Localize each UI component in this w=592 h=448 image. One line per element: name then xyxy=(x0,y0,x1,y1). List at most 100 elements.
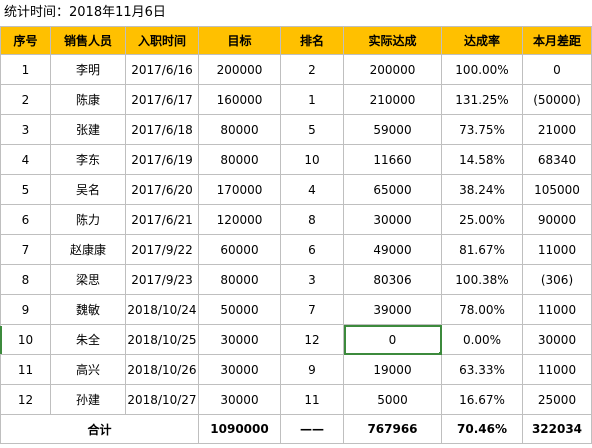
cell-target[interactable]: 170000 xyxy=(198,174,281,205)
cell-salesperson[interactable]: 赵康康 xyxy=(50,234,126,265)
cell-gap[interactable]: 25000 xyxy=(522,384,592,415)
total-rank-cell[interactable]: —— xyxy=(280,414,344,444)
cell-gap[interactable]: 11000 xyxy=(522,354,592,385)
cell-gap[interactable]: 11000 xyxy=(522,294,592,325)
cell-hire-date[interactable]: 2017/6/17 xyxy=(125,84,199,115)
cell-index[interactable]: 8 xyxy=(0,264,51,295)
cell-actual[interactable]: 65000 xyxy=(343,174,442,205)
cell-rate[interactable]: 100.38% xyxy=(441,264,523,295)
cell-index[interactable]: 3 xyxy=(0,114,51,145)
cell-actual[interactable]: 39000 xyxy=(343,294,442,325)
cell-hire-date[interactable]: 2017/6/20 xyxy=(125,174,199,205)
cell-rate[interactable]: 81.67% xyxy=(441,234,523,265)
cell-target[interactable]: 30000 xyxy=(198,384,281,415)
header-cell-target[interactable]: 目标 xyxy=(198,26,281,55)
cell-target[interactable]: 80000 xyxy=(198,144,281,175)
cell-index[interactable]: 7 xyxy=(0,234,51,265)
header-cell-gap[interactable]: 本月差距 xyxy=(522,26,592,55)
cell-salesperson[interactable]: 李东 xyxy=(50,144,126,175)
cell-hire-date[interactable]: 2017/6/19 xyxy=(125,144,199,175)
cell-actual[interactable]: 59000 xyxy=(343,114,442,145)
cell-salesperson[interactable]: 魏敏 xyxy=(50,294,126,325)
cell-gap[interactable]: 21000 xyxy=(522,114,592,145)
cell-index[interactable]: 5 xyxy=(0,174,51,205)
header-cell-actual[interactable]: 实际达成 xyxy=(343,26,442,55)
cell-index[interactable]: 10 xyxy=(0,324,51,355)
cell-rank[interactable]: 7 xyxy=(280,294,344,325)
cell-salesperson[interactable]: 张建 xyxy=(50,114,126,145)
cell-rank[interactable]: 9 xyxy=(280,354,344,385)
header-cell-rate[interactable]: 达成率 xyxy=(441,26,523,55)
cell-hire-date[interactable]: 2017/6/21 xyxy=(125,204,199,235)
cell-salesperson[interactable]: 陈康 xyxy=(50,84,126,115)
cell-index[interactable]: 1 xyxy=(0,54,51,85)
cell-salesperson[interactable]: 陈力 xyxy=(50,204,126,235)
cell-salesperson[interactable]: 吴名 xyxy=(50,174,126,205)
cell-index[interactable]: 2 xyxy=(0,84,51,115)
cell-actual[interactable]: 80306 xyxy=(343,264,442,295)
cell-salesperson[interactable]: 孙建 xyxy=(50,384,126,415)
cell-salesperson[interactable]: 高兴 xyxy=(50,354,126,385)
cell-rate[interactable]: 100.00% xyxy=(441,54,523,85)
cell-target[interactable]: 30000 xyxy=(198,354,281,385)
cell-hire-date[interactable]: 2018/10/27 xyxy=(125,384,199,415)
cell-gap[interactable]: 68340 xyxy=(522,144,592,175)
header-cell-rank[interactable]: 排名 xyxy=(280,26,344,55)
total-rate-cell[interactable]: 70.46% xyxy=(441,414,523,444)
cell-target[interactable]: 200000 xyxy=(198,54,281,85)
cell-rank[interactable]: 3 xyxy=(280,264,344,295)
cell-rate[interactable]: 78.00% xyxy=(441,294,523,325)
cell-hire-date[interactable]: 2018/10/25 xyxy=(125,324,199,355)
cell-index[interactable]: 4 xyxy=(0,144,51,175)
cell-gap[interactable]: 11000 xyxy=(522,234,592,265)
cell-rate[interactable]: 14.58% xyxy=(441,144,523,175)
cell-actual[interactable]: 19000 xyxy=(343,354,442,385)
cell-rank[interactable]: 5 xyxy=(280,114,344,145)
cell-rank[interactable]: 2 xyxy=(280,54,344,85)
cell-index[interactable]: 11 xyxy=(0,354,51,385)
cell-index[interactable]: 12 xyxy=(0,384,51,415)
cell-rate[interactable]: 25.00% xyxy=(441,204,523,235)
cell-target[interactable]: 160000 xyxy=(198,84,281,115)
cell-index[interactable]: 6 xyxy=(0,204,51,235)
cell-actual[interactable]: 200000 xyxy=(343,54,442,85)
cell-actual[interactable]: 0 xyxy=(343,324,442,355)
cell-actual[interactable]: 49000 xyxy=(343,234,442,265)
cell-gap[interactable]: 90000 xyxy=(522,204,592,235)
total-gap-cell[interactable]: 322034 xyxy=(522,414,592,444)
cell-rate[interactable]: 73.75% xyxy=(441,114,523,145)
cell-hire-date[interactable]: 2018/10/26 xyxy=(125,354,199,385)
header-cell-index[interactable]: 序号 xyxy=(0,26,51,55)
cell-gap[interactable]: 105000 xyxy=(522,174,592,205)
cell-rank[interactable]: 6 xyxy=(280,234,344,265)
cell-target[interactable]: 80000 xyxy=(198,114,281,145)
cell-actual[interactable]: 11660 xyxy=(343,144,442,175)
cell-actual[interactable]: 210000 xyxy=(343,84,442,115)
cell-target[interactable]: 80000 xyxy=(198,264,281,295)
cell-salesperson[interactable]: 李明 xyxy=(50,54,126,85)
cell-target[interactable]: 120000 xyxy=(198,204,281,235)
cell-target[interactable]: 60000 xyxy=(198,234,281,265)
cell-rank[interactable]: 12 xyxy=(280,324,344,355)
cell-gap[interactable]: 30000 xyxy=(522,324,592,355)
cell-gap[interactable]: (306) xyxy=(522,264,592,295)
cell-hire-date[interactable]: 2017/6/18 xyxy=(125,114,199,145)
header-cell-salesperson[interactable]: 销售人员 xyxy=(50,26,126,55)
cell-rate[interactable]: 0.00% xyxy=(441,324,523,355)
cell-salesperson[interactable]: 朱全 xyxy=(50,324,126,355)
cell-rank[interactable]: 8 xyxy=(280,204,344,235)
cell-gap[interactable]: 0 xyxy=(522,54,592,85)
cell-actual[interactable]: 5000 xyxy=(343,384,442,415)
cell-rate[interactable]: 63.33% xyxy=(441,354,523,385)
cell-hire-date[interactable]: 2017/9/22 xyxy=(125,234,199,265)
cell-target[interactable]: 50000 xyxy=(198,294,281,325)
cell-rate[interactable]: 38.24% xyxy=(441,174,523,205)
cell-rank[interactable]: 1 xyxy=(280,84,344,115)
cell-rank[interactable]: 10 xyxy=(280,144,344,175)
cell-gap[interactable]: (50000) xyxy=(522,84,592,115)
cell-hire-date[interactable]: 2018/10/24 xyxy=(125,294,199,325)
cell-rank[interactable]: 11 xyxy=(280,384,344,415)
cell-target[interactable]: 30000 xyxy=(198,324,281,355)
cell-hire-date[interactable]: 2017/6/16 xyxy=(125,54,199,85)
cell-actual[interactable]: 30000 xyxy=(343,204,442,235)
